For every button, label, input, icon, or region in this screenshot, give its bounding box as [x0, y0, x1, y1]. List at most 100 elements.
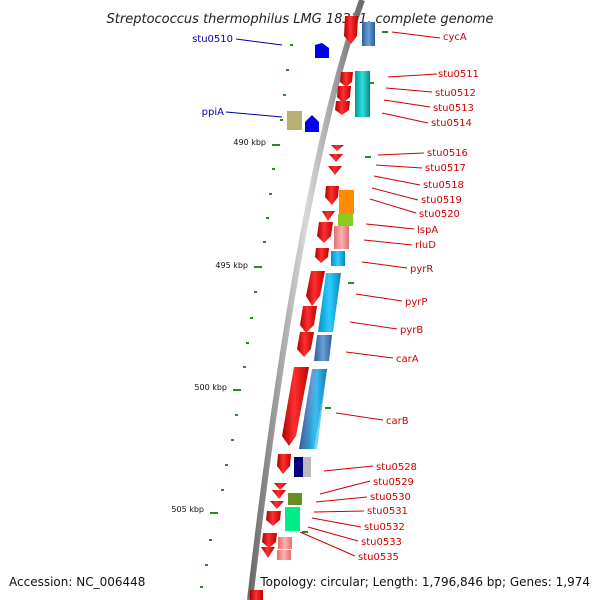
gene-label: stu0513	[433, 103, 474, 114]
accession-text: Accession: NC_006448	[9, 575, 145, 589]
feature-bar	[339, 190, 354, 214]
gene-arrow	[272, 490, 286, 499]
gene-label: stu0517	[425, 163, 466, 174]
gene-label: stu0519	[421, 195, 462, 206]
gene-arrow	[270, 501, 284, 509]
gene-arrow	[261, 547, 275, 558]
position-tick	[233, 389, 241, 391]
gene-arrow	[317, 222, 333, 243]
feature-bar	[287, 111, 302, 130]
gene-label: stu0529	[373, 477, 414, 488]
gene-label: stu0531	[367, 506, 408, 517]
position-tick	[369, 82, 374, 84]
gene-label: stu0514	[431, 118, 472, 129]
gene-arrow	[322, 211, 335, 221]
feature-bar	[338, 214, 353, 226]
feature-bar	[294, 457, 303, 477]
gene-labels-right: cycA stu0511 stu0512 stu0513 stu0514 stu…	[358, 32, 479, 563]
position-tick	[235, 414, 238, 416]
gene-arrow	[266, 511, 281, 526]
position-tick	[246, 342, 249, 344]
gene-arrow	[325, 186, 339, 205]
feature-bar	[278, 537, 292, 549]
feature-bar	[303, 457, 311, 477]
feature-bar	[331, 251, 345, 266]
gene-arrow	[328, 166, 342, 175]
position-tick	[254, 291, 257, 293]
feature-bar	[314, 335, 332, 361]
gene-label: pyrP	[405, 297, 427, 308]
kbp-label: 490 kbp	[233, 138, 266, 147]
leader-line	[235, 38, 283, 46]
gene-arrow	[335, 101, 350, 115]
gene-arrow	[329, 154, 343, 162]
gene-label: stu0511	[438, 69, 479, 80]
page-title: Streptococcus thermophilus LMG 18311, co…	[107, 12, 494, 27]
position-tick	[290, 44, 293, 46]
gene-label: ppiA	[202, 107, 224, 118]
position-tick	[221, 489, 224, 491]
gene-arrow	[340, 72, 353, 87]
kbp-label: 495 kbp	[215, 261, 248, 270]
gene-label: rluD	[415, 240, 436, 251]
position-tick	[286, 69, 289, 71]
gene-label: stu0535	[358, 552, 399, 563]
leader-line	[225, 111, 283, 118]
gene-label: stu0520	[419, 209, 460, 220]
gene-label: stu0532	[364, 522, 405, 533]
feature-bar	[277, 550, 291, 560]
gene-arrows	[250, 16, 358, 600]
position-tick	[243, 366, 246, 368]
position-tick	[280, 119, 283, 121]
gene-arrow	[300, 306, 317, 333]
position-tick	[231, 439, 234, 441]
gene-label: carB	[386, 416, 409, 427]
gene-arrow	[306, 271, 325, 306]
feature-bar	[362, 22, 375, 46]
position-tick	[302, 531, 308, 533]
gene-label: lspA	[417, 225, 438, 236]
feature-bar	[285, 507, 300, 531]
position-tick	[266, 217, 269, 219]
feature-bar	[334, 226, 349, 249]
leader-lines	[299, 31, 441, 557]
gene-label: stu0533	[361, 537, 402, 548]
gene-label: stu0518	[423, 180, 464, 191]
gene-arrow	[274, 483, 287, 490]
gene-arrow	[282, 367, 309, 446]
position-tick	[205, 564, 208, 566]
gene-arrow-blue	[315, 43, 329, 58]
gene-arrow	[315, 248, 329, 263]
position-ticks	[200, 31, 388, 588]
gene-arrow	[337, 86, 351, 103]
gene-label: stu0528	[376, 462, 417, 473]
position-tick	[348, 282, 354, 284]
gene-label: stu0516	[427, 148, 468, 159]
feature-bars	[277, 22, 375, 560]
position-tick	[209, 539, 212, 541]
position-tick	[283, 94, 286, 96]
gene-arrow	[331, 145, 344, 151]
gene-label: carA	[396, 354, 419, 365]
gene-label: pyrR	[410, 264, 433, 275]
gene-label: stu0512	[435, 88, 476, 99]
gene-arrow	[344, 16, 358, 44]
kbp-label: 500 kbp	[194, 383, 227, 392]
kbp-label: 505 kbp	[171, 505, 204, 514]
position-tick	[382, 31, 388, 33]
position-tick	[250, 317, 253, 319]
position-tick	[225, 464, 228, 466]
genome-backbone	[247, 0, 365, 600]
gene-arrow	[250, 590, 263, 600]
gene-label: stu0510	[192, 34, 233, 45]
position-tick	[263, 241, 266, 243]
position-tick	[272, 168, 275, 170]
gene-arrow	[262, 533, 277, 548]
feature-bar	[288, 493, 302, 505]
position-tick	[210, 512, 218, 514]
gene-arrow	[297, 332, 314, 357]
position-tick	[325, 407, 331, 409]
gene-arrow	[277, 454, 291, 474]
position-tick	[272, 144, 280, 146]
